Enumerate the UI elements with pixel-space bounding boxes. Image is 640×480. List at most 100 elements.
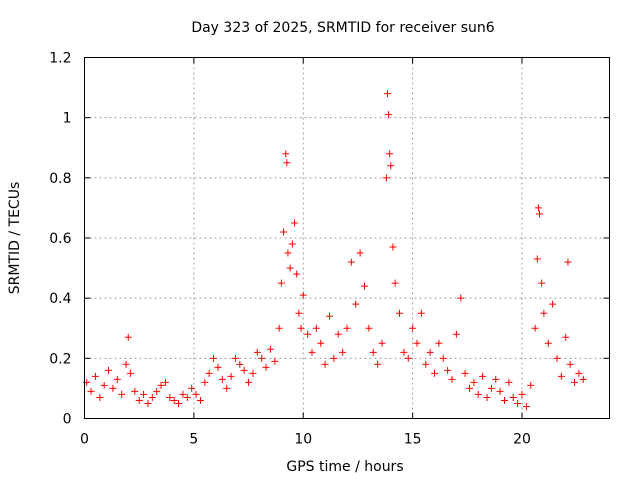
data-point xyxy=(253,348,261,356)
data-point xyxy=(179,390,187,398)
data-point xyxy=(571,378,578,386)
data-point xyxy=(205,369,213,377)
data-point xyxy=(214,363,222,371)
data-point xyxy=(231,354,239,362)
data-point xyxy=(223,384,231,392)
data-point xyxy=(378,339,386,347)
data-point xyxy=(374,360,382,368)
data-point xyxy=(166,393,174,401)
data-point xyxy=(533,255,541,263)
y-tick-label: 0 xyxy=(63,412,72,428)
data-point xyxy=(283,159,291,167)
data-point xyxy=(505,378,513,386)
data-point xyxy=(113,375,121,383)
data-point xyxy=(544,339,552,347)
data-point xyxy=(140,390,148,398)
data-point xyxy=(175,399,183,407)
data-point xyxy=(227,372,235,380)
data-point xyxy=(277,279,285,287)
data-point xyxy=(514,399,522,407)
data-point xyxy=(275,324,283,332)
data-point xyxy=(96,393,104,401)
data-point xyxy=(534,204,542,212)
data-point xyxy=(284,249,292,257)
data-point xyxy=(483,393,491,401)
data-point xyxy=(312,324,320,332)
data-point xyxy=(249,369,257,377)
y-tick-label: 1 xyxy=(63,111,72,127)
data-point xyxy=(288,240,296,248)
data-point xyxy=(299,291,307,299)
data-point xyxy=(435,339,443,347)
data-point xyxy=(258,354,266,362)
data-point xyxy=(431,369,438,377)
data-point xyxy=(417,309,425,317)
data-point xyxy=(387,162,395,170)
x-tick-label: 20 xyxy=(513,432,531,448)
data-point xyxy=(148,393,156,401)
data-point xyxy=(118,390,126,398)
data-point xyxy=(196,396,204,404)
data-point xyxy=(540,309,548,317)
data-point xyxy=(522,402,530,410)
data-point xyxy=(527,381,535,389)
data-point xyxy=(91,372,99,380)
data-point xyxy=(236,360,244,368)
data-point xyxy=(386,150,394,158)
y-tick-label: 0.6 xyxy=(49,231,71,247)
data-point xyxy=(317,339,325,347)
y-tick-label: 0.2 xyxy=(49,351,71,367)
data-point xyxy=(326,312,333,320)
data-point xyxy=(466,384,473,392)
data-point xyxy=(161,378,169,386)
data-point xyxy=(383,90,391,98)
data-point xyxy=(396,309,403,317)
data-point xyxy=(87,387,95,395)
data-point xyxy=(501,396,508,404)
data-point xyxy=(339,348,347,356)
data-point xyxy=(531,324,539,332)
data-point xyxy=(201,378,209,386)
data-point xyxy=(122,360,130,368)
data-point xyxy=(474,390,482,398)
data-point xyxy=(271,357,279,365)
data-point xyxy=(218,375,226,383)
data-point xyxy=(382,174,390,182)
data-point xyxy=(124,333,132,341)
data-point xyxy=(575,369,583,377)
data-point xyxy=(404,354,412,362)
data-point xyxy=(518,390,526,398)
data-point xyxy=(444,366,452,374)
data-point xyxy=(192,390,200,398)
y-axis-label: SRMTID / TECUs xyxy=(7,182,23,295)
data-point xyxy=(240,366,248,374)
data-point xyxy=(409,324,417,332)
data-point xyxy=(562,333,570,341)
data-point xyxy=(509,393,517,401)
grid xyxy=(84,57,610,419)
data-point xyxy=(352,300,360,308)
data-point xyxy=(297,324,305,332)
data-point xyxy=(470,378,478,386)
data-point xyxy=(126,369,134,377)
data-point xyxy=(157,381,165,389)
data-point xyxy=(210,354,218,362)
data-point xyxy=(308,348,316,356)
data-point xyxy=(496,387,504,395)
y-tick-label: 0.4 xyxy=(49,291,71,307)
data-point xyxy=(280,228,288,236)
data-points xyxy=(83,90,587,410)
data-point xyxy=(457,294,465,302)
data-point xyxy=(564,258,572,266)
data-point xyxy=(361,282,368,290)
data-point xyxy=(356,249,364,257)
data-point xyxy=(334,330,342,338)
data-point xyxy=(135,396,143,404)
data-point xyxy=(109,384,117,392)
data-point xyxy=(400,348,408,356)
axis-ticks xyxy=(84,57,610,419)
y-tick-label: 1.2 xyxy=(49,51,71,67)
data-point xyxy=(188,384,196,392)
x-tick-label: 5 xyxy=(189,432,198,448)
